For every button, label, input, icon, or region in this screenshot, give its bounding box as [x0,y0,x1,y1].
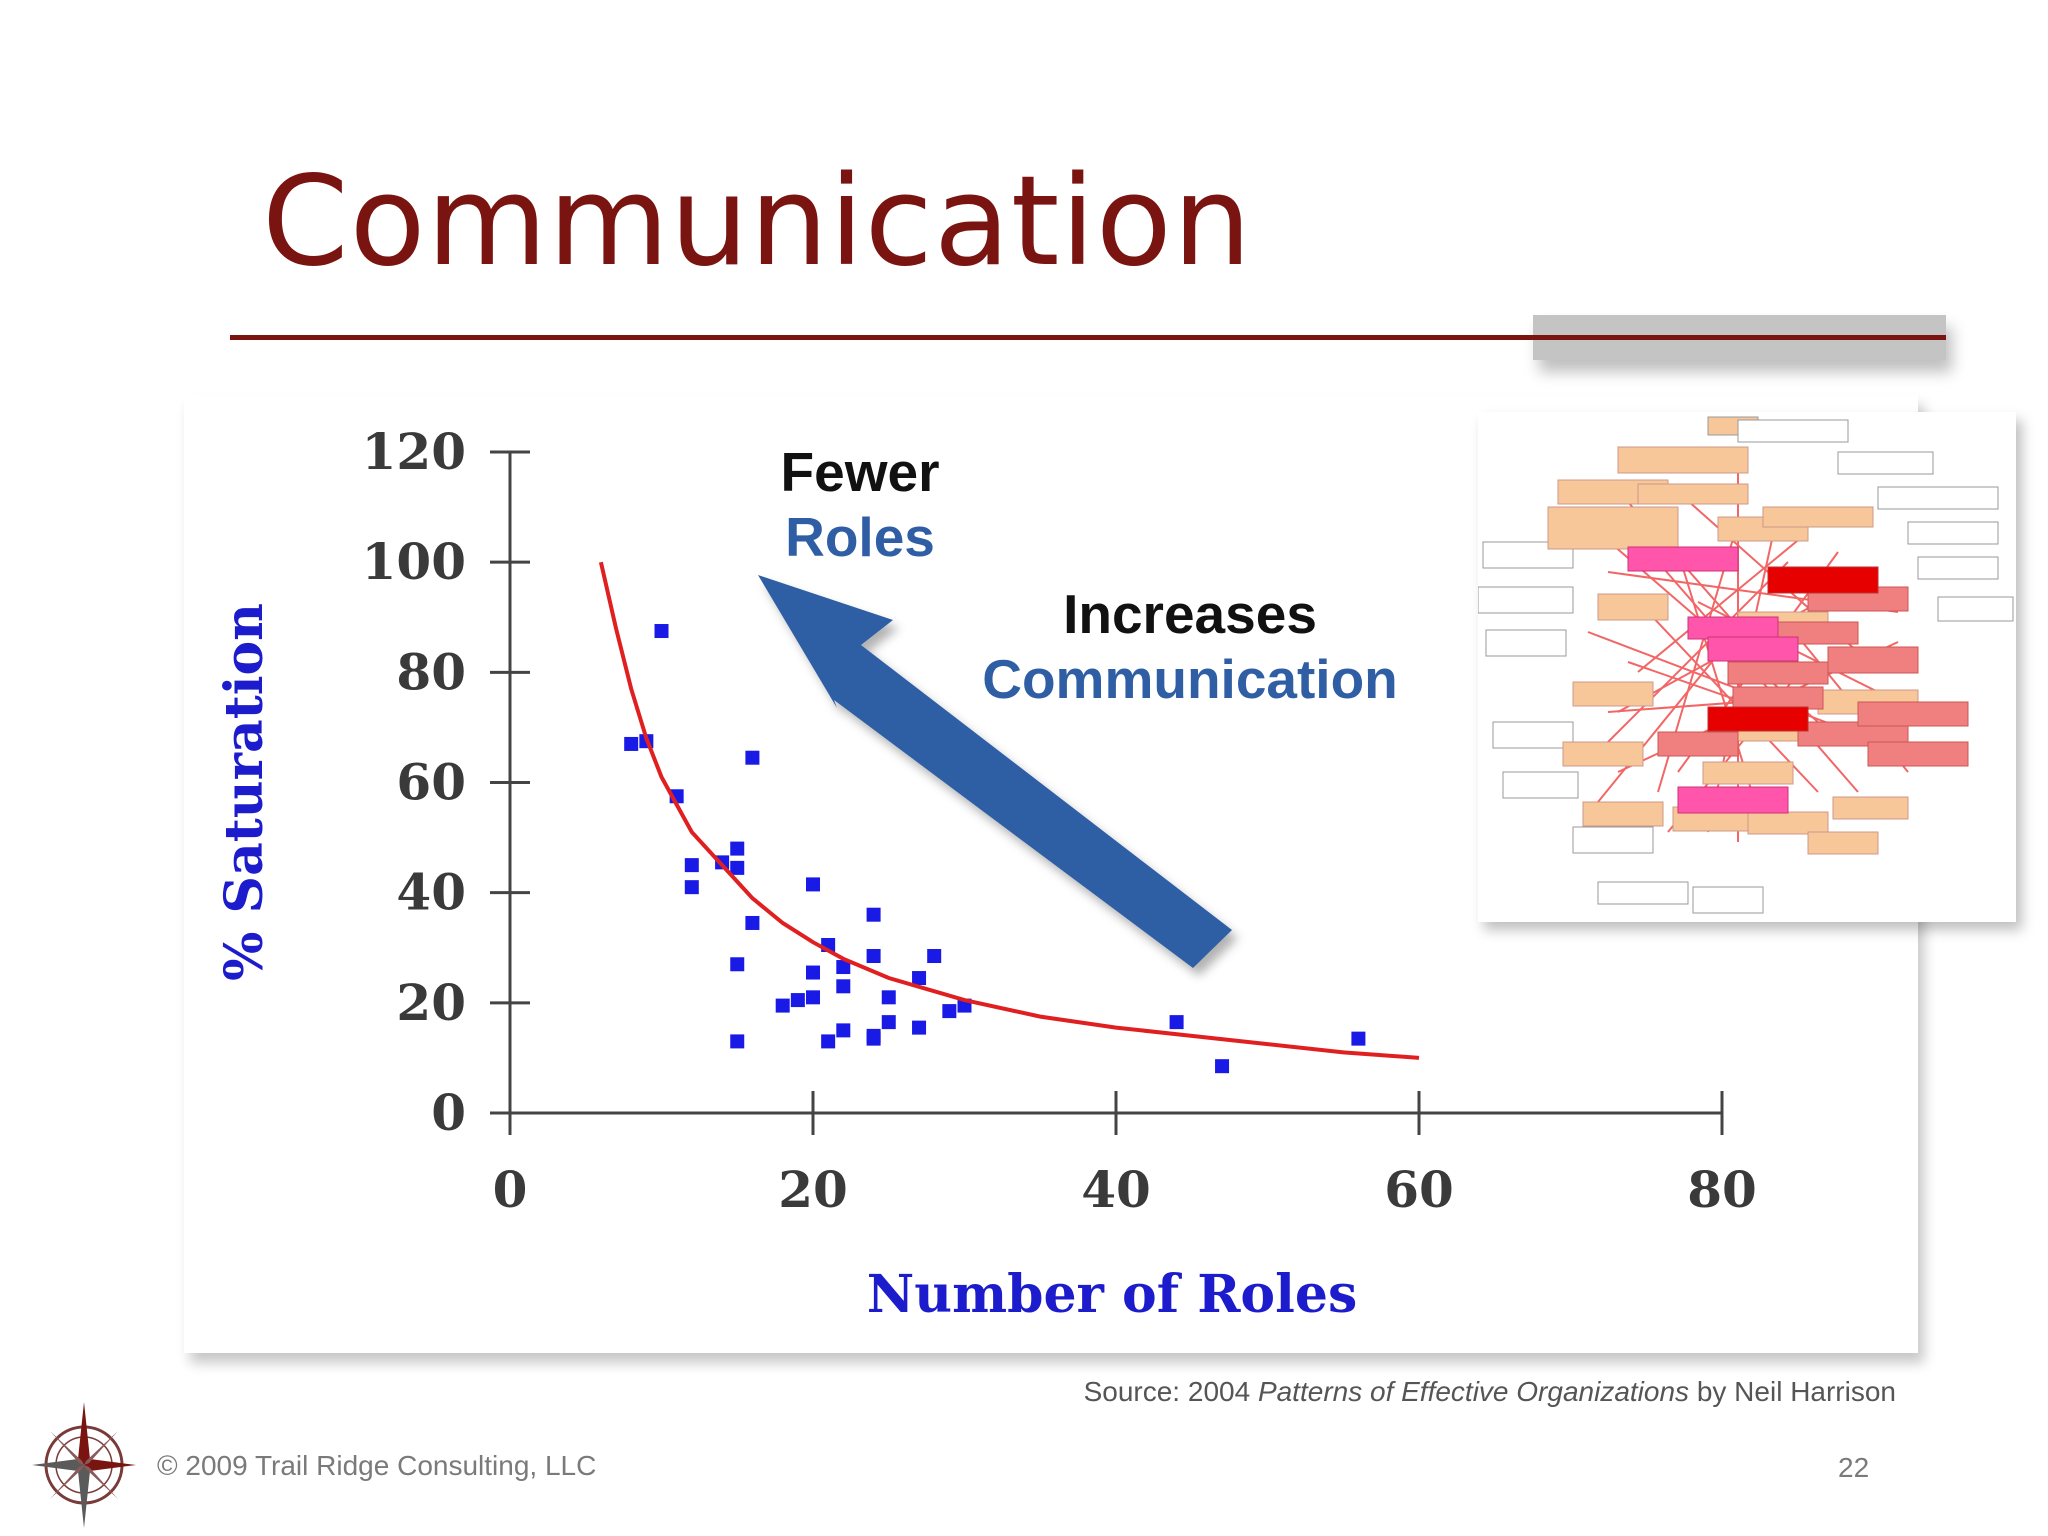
trend-line [598,561,1420,1060]
increases-communication-annotation: Increases Communication [960,582,1420,712]
data-point [684,858,699,873]
data-point [942,1004,957,1019]
data-point [684,880,699,895]
data-point [1215,1059,1230,1074]
data-point [866,1028,881,1043]
data-point [836,1023,851,1038]
data-point [775,998,790,1013]
y-tick-label: 80 [396,642,466,701]
data-point [836,979,851,994]
x-tick-label: 20 [778,1160,848,1219]
page-number: 22 [1838,1452,1870,1483]
data-point [730,860,745,875]
increases-label: Increases [1063,583,1317,645]
source-citation: Source: 2004 Patterns of Effective Organ… [1084,1376,1896,1408]
data-point [806,877,820,892]
data-point [730,1034,745,1049]
y-tick-label: 40 [396,863,466,922]
data-point [1169,1015,1184,1030]
data-point [806,965,820,980]
communication-label: Communication [982,647,1398,710]
data-point [806,990,820,1005]
data-point [730,841,745,856]
title-rule [230,335,1946,340]
source-suffix: by Neil Harrison [1689,1376,1896,1407]
slide-title: Communication [262,150,1253,294]
source-prefix: Source: 2004 [1083,1376,1258,1407]
data-point [836,960,851,975]
data-point [790,993,805,1008]
y-axis-label: % Saturation [214,603,275,981]
data-point [624,736,639,751]
copyright-footer: © 2009 Trail Ridge Consulting, LLC [157,1450,597,1481]
roles-label: Roles [785,505,935,568]
data-point [912,971,927,986]
data-point [654,624,669,639]
data-point [730,957,745,972]
y-tick-label: 20 [396,973,466,1032]
y-tick-label: 100 [362,532,466,591]
data-point [821,1034,836,1049]
compass-rose-icon [32,1402,136,1528]
chart-axes: 0 20 40 60 80 100 120 0 20 40 60 80 [362,422,1757,1219]
org-network-image [1478,412,2016,922]
fewer-roles-annotation: Fewer Roles [740,440,980,570]
y-tick-label: 0 [431,1083,466,1142]
chart-trendline [598,561,1420,1060]
data-point [912,1020,927,1035]
data-point [745,915,760,930]
data-point [881,990,896,1005]
x-tick-label: 40 [1081,1160,1151,1219]
data-point [881,1015,896,1030]
y-tick-label: 60 [396,753,466,812]
x-axis-label: Number of Roles [867,1264,1357,1325]
data-point [866,907,881,922]
data-point [1351,1031,1366,1046]
data-point [866,949,881,964]
x-tick-label: 60 [1384,1160,1454,1219]
network-graph-icon [1478,416,2014,914]
big-arrow-icon [758,575,1232,968]
source-title: Patterns of Effective Organizations [1257,1376,1690,1407]
x-tick-label: 0 [493,1160,528,1219]
x-tick-label: 80 [1687,1160,1757,1219]
fewer-label: Fewer [780,441,940,503]
data-point [927,949,942,964]
data-point [745,750,760,765]
y-tick-label: 120 [362,422,466,481]
chart-points [624,624,1366,1074]
